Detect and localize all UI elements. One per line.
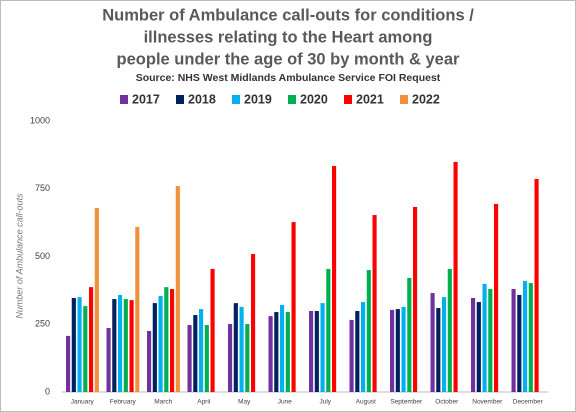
bar <box>476 302 481 392</box>
bar <box>228 323 233 392</box>
bar <box>482 283 487 392</box>
bar <box>135 226 140 392</box>
x-tick-label: September <box>390 399 423 406</box>
y-tick-label: 0 <box>45 386 50 396</box>
x-tick-label: July <box>319 399 331 406</box>
y-tick-label: 750 <box>35 183 50 193</box>
bar <box>471 297 476 392</box>
bar <box>285 312 290 392</box>
bar <box>210 268 215 392</box>
chart-title: people under the age of 30 by month & ye… <box>117 50 460 68</box>
bar <box>199 309 204 392</box>
bar <box>170 289 175 392</box>
bar <box>251 254 256 392</box>
bar <box>366 270 371 392</box>
bar <box>158 296 163 392</box>
bar <box>390 309 395 392</box>
x-tick-label: October <box>435 399 459 406</box>
bar <box>511 289 516 392</box>
x-tick-label: April <box>197 399 211 406</box>
bar <box>233 303 238 392</box>
x-tick-label: November <box>472 399 503 406</box>
legend-swatch <box>288 95 296 104</box>
chart-subtitle: Source: NHS West Midlands Ambulance Serv… <box>136 72 441 84</box>
y-axis-label: Number of Ambulance call-outs <box>14 193 24 319</box>
y-tick-label: 500 <box>35 251 50 261</box>
bar <box>436 307 441 392</box>
legend-label: 2017 <box>132 92 160 106</box>
legend-label: 2019 <box>244 92 272 106</box>
legend-swatch <box>232 95 240 104</box>
x-tick-label: December <box>513 399 544 406</box>
bar <box>83 306 88 392</box>
bar <box>280 305 285 392</box>
bar <box>413 206 418 392</box>
bar <box>187 325 192 392</box>
chart-title: Number of Ambulance call-outs for condit… <box>102 6 474 24</box>
bar <box>94 207 99 392</box>
bar <box>534 178 539 392</box>
bar <box>152 303 157 392</box>
bar <box>395 309 400 392</box>
bar <box>291 222 296 392</box>
bar <box>71 297 76 392</box>
bar <box>245 323 250 392</box>
chart-title: illnesses relating to the Heart among <box>144 28 433 46</box>
bar <box>175 186 180 392</box>
bar <box>488 289 493 392</box>
bar <box>309 310 314 392</box>
x-tick-label: August <box>356 399 376 406</box>
y-tick-label: 250 <box>35 319 50 329</box>
bar <box>430 293 435 392</box>
bar <box>447 268 452 392</box>
bar <box>77 297 82 392</box>
bar <box>164 287 169 392</box>
bar <box>147 331 152 392</box>
y-tick-label: 1000 <box>30 115 50 125</box>
bar <box>528 283 533 392</box>
bar <box>494 203 499 392</box>
bar <box>268 316 273 392</box>
bar <box>239 306 244 392</box>
bar <box>326 268 331 392</box>
bar <box>106 328 111 392</box>
bar <box>66 335 71 392</box>
legend-swatch <box>176 95 184 104</box>
bar <box>118 294 123 392</box>
bar <box>453 161 458 392</box>
bar <box>407 277 412 392</box>
x-tick-label: February <box>110 399 137 406</box>
legend-label: 2018 <box>188 92 216 106</box>
x-tick-label: May <box>238 399 251 406</box>
x-tick-label: June <box>278 399 292 406</box>
bar <box>274 312 279 392</box>
legend-swatch <box>400 95 408 104</box>
bar <box>314 310 319 392</box>
bar <box>517 294 522 392</box>
legend-label: 2021 <box>356 92 384 106</box>
bar <box>129 300 134 392</box>
bar <box>123 299 128 392</box>
bar <box>355 310 360 392</box>
bar <box>112 299 117 392</box>
bar <box>372 215 377 392</box>
bar <box>204 325 209 392</box>
bar <box>320 303 325 392</box>
legend-swatch <box>120 95 128 104</box>
x-tick-label: March <box>154 399 172 406</box>
legend-label: 2020 <box>300 92 328 106</box>
bar <box>361 302 366 392</box>
bar <box>89 287 94 392</box>
legend-swatch <box>344 95 352 104</box>
bar <box>523 280 528 392</box>
x-tick-label: January <box>71 399 95 406</box>
bar <box>332 165 337 392</box>
bar <box>442 297 447 392</box>
bar <box>349 319 354 392</box>
bar <box>401 306 406 392</box>
legend-label: 2022 <box>412 92 440 106</box>
bar <box>193 315 198 392</box>
